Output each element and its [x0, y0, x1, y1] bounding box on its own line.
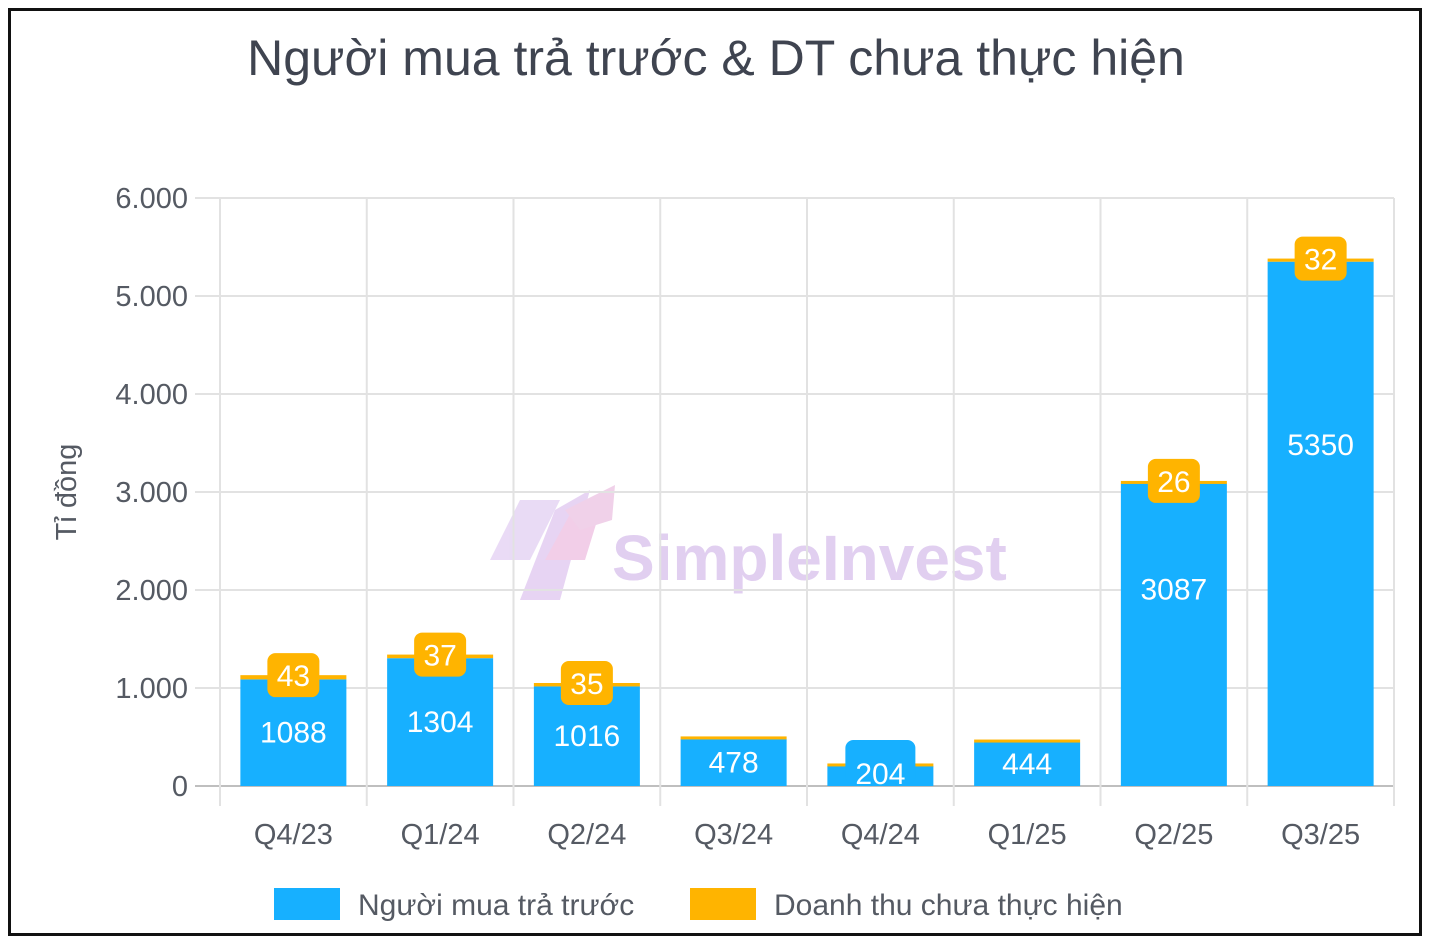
data-label-nguoi-mua: 204 [855, 758, 905, 791]
legend-label: Doanh thu chưa thực hiện [774, 889, 1123, 922]
data-label-nguoi-mua: 1304 [407, 706, 474, 739]
legend-swatch [690, 888, 756, 920]
y-tick-label: 0 [172, 771, 188, 803]
y-tick-label: 1.000 [115, 673, 188, 705]
axes: 0 1.000 2.000 3.000 4.000 5.000 6.000 Q4/23 Q1/2… [115, 183, 1360, 851]
y-axis-label: Tỉ đồng [51, 444, 83, 541]
x-tick-label: Q3/25 [1281, 819, 1360, 851]
data-label-badge [267, 653, 320, 698]
legend-swatch [274, 888, 340, 920]
x-tick-label: Q1/25 [988, 819, 1067, 851]
x-tick-label: Q2/25 [1134, 819, 1213, 851]
data-label-doanh-thu: 43 [277, 660, 310, 693]
data-label-nguoi-mua: 478 [709, 747, 759, 780]
legend: Người mua trả trước Doanh thu chưa thực h… [274, 888, 1123, 922]
data-label-nguoi-mua: 5350 [1287, 429, 1354, 462]
y-tick-label: 2.000 [115, 575, 188, 607]
data-label-doanh-thu: 35 [570, 668, 603, 701]
y-tick-label: 5.000 [115, 281, 188, 313]
data-label-doanh-thu: 32 [1304, 244, 1337, 277]
data-label-nguoi-mua: 1088 [260, 717, 327, 750]
watermark-logo: SimpleInvest [490, 485, 1007, 600]
bar-nguoi-mua-tra-truoc [680, 739, 787, 786]
watermark-text: SimpleInvest [612, 522, 1007, 594]
bar-doanh-thu-chua-thuc-hien [974, 739, 1081, 743]
data-label-doanh-thu: 26 [1157, 466, 1190, 499]
y-tick-label: 4.000 [115, 379, 188, 411]
y-tick-label: 3.000 [115, 477, 188, 509]
data-label-badge [560, 661, 613, 706]
y-tick-label: 6.000 [115, 183, 188, 215]
x-tick-label: Q1/24 [401, 819, 480, 851]
x-tick-label: Q3/24 [694, 819, 773, 851]
bar-doanh-thu-chua-thuc-hien [680, 736, 787, 740]
x-tick-label: Q2/24 [547, 819, 626, 851]
bar-nguoi-mua-tra-truoc [974, 742, 1081, 786]
data-label-badge [1147, 458, 1200, 503]
bar-nguoi-mua-tra-truoc [387, 658, 494, 786]
x-tick-label: Q4/24 [841, 819, 920, 851]
data-label-badge [1294, 236, 1347, 281]
chart-title: Người mua trả trước & DT chưa thực hiện [247, 30, 1185, 86]
bar-nguoi-mua-tra-truoc [1267, 261, 1374, 786]
data-label-nguoi-mua: 3087 [1141, 573, 1208, 606]
data-label-nguoi-mua: 444 [1002, 748, 1052, 781]
x-tick-label: Q4/23 [254, 819, 333, 851]
data-label-doanh-thu: 37 [423, 640, 456, 673]
legend-label: Người mua trả trước [358, 889, 634, 922]
data-label-badge [414, 632, 467, 677]
data-label-badge [845, 740, 916, 784]
data-label-nguoi-mua: 1016 [554, 720, 621, 753]
data-labels: 1088 43 1304 37 1016 35 478 204 444 3087 26 5350 32 [260, 236, 1354, 791]
bar-nguoi-mua-tra-truoc [1120, 483, 1227, 786]
